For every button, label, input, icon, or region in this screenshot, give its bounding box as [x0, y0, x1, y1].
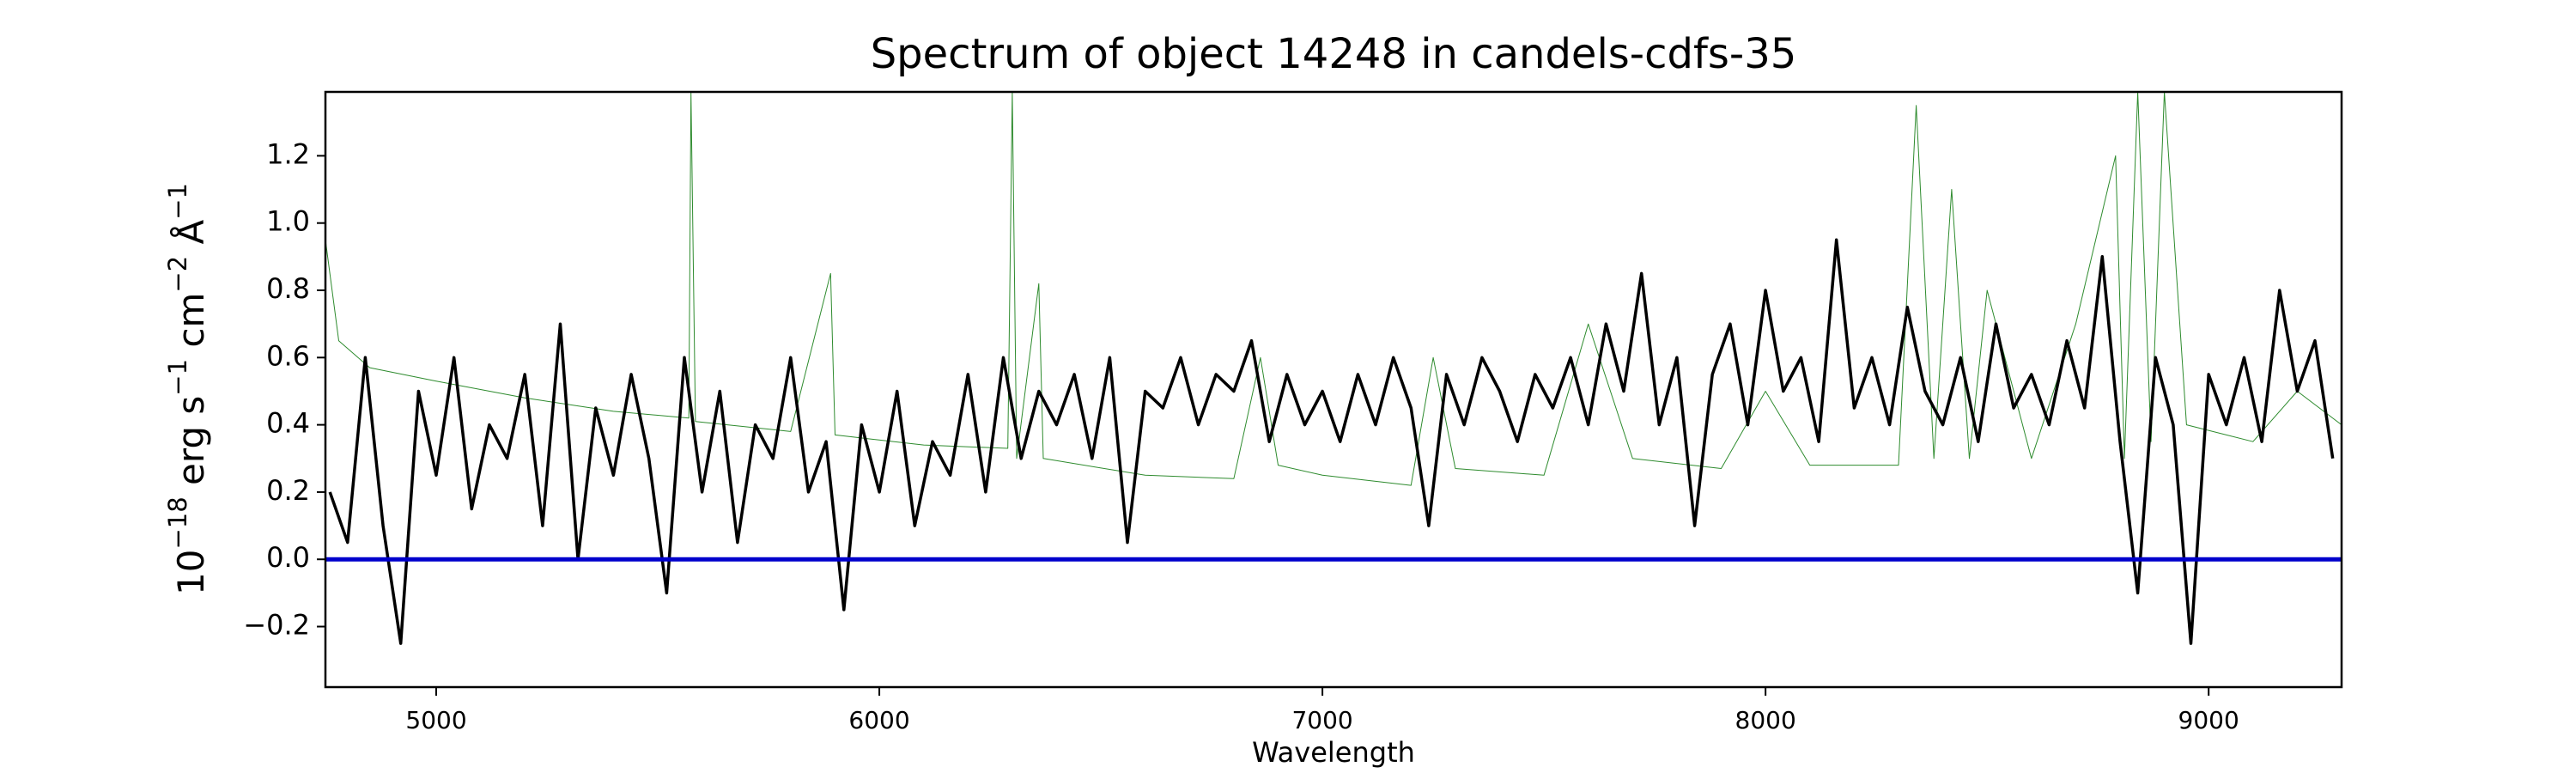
series-line: [325, 92, 2342, 486]
series-line: [328, 238, 2335, 645]
y-label-exponent: −2: [163, 256, 192, 293]
y-label-text: cm: [170, 293, 212, 359]
x-tick-label: 6000: [848, 706, 909, 734]
y-label-text: Å: [169, 220, 212, 256]
y-label-exponent: −1: [163, 183, 192, 220]
chart-title: Spectrum of object 14248 in candels-cdfs…: [871, 30, 1797, 78]
y-tick-label: 0.6: [266, 339, 310, 372]
x-tick-label: 7000: [1291, 706, 1352, 734]
y-tick-label: 0.0: [266, 541, 310, 574]
y-tick-label: 1.2: [266, 137, 310, 170]
x-tick-label: 8000: [1735, 706, 1796, 734]
y-label-text: 10: [170, 550, 212, 595]
x-tick-label: 5000: [405, 706, 466, 734]
x-axis-label: Wavelength: [1252, 736, 1415, 769]
y-tick-label: 0.8: [266, 272, 310, 305]
y-tick-label: 0.2: [266, 474, 310, 507]
y-label-exponent: −18: [163, 496, 192, 549]
y-tick-label: −0.2: [243, 609, 310, 642]
y-label-exponent: −1: [163, 359, 192, 396]
y-label-text: erg s: [170, 396, 212, 497]
x-tick-label: 9000: [2178, 706, 2239, 734]
y-tick-label: 0.4: [266, 407, 310, 440]
y-axis-label: 10−18 erg s−1 cm−2 Å−1: [163, 183, 212, 595]
plot-frame: [324, 90, 2343, 689]
y-tick-label: 1.0: [266, 205, 310, 238]
